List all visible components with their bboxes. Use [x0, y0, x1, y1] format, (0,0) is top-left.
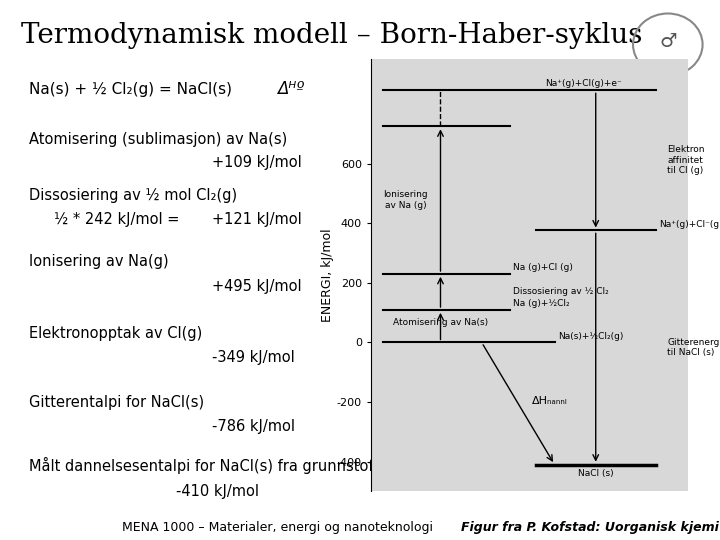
Text: Ionisering
av Na (g): Ionisering av Na (g): [383, 191, 428, 210]
Text: ♂: ♂: [659, 32, 677, 51]
Text: Gitterenergi
til NaCl (s): Gitterenergi til NaCl (s): [667, 338, 720, 357]
Text: -349 kJ/mol: -349 kJ/mol: [212, 350, 295, 365]
Text: Gitterentalpi for NaCl(s): Gitterentalpi for NaCl(s): [29, 395, 204, 410]
Text: Dissosiering av ½ Cl₂: Dissosiering av ½ Cl₂: [513, 287, 609, 296]
Text: Na (g)+Cl (g): Na (g)+Cl (g): [513, 264, 573, 272]
Y-axis label: ENERGI, kJ/mol: ENERGI, kJ/mol: [321, 228, 334, 322]
Text: Termodynamisk modell – Born-Haber-syklus: Termodynamisk modell – Born-Haber-syklus: [20, 22, 642, 49]
Text: MENA 1000 – Materialer, energi og nanoteknologi: MENA 1000 – Materialer, energi og nanote…: [122, 521, 433, 534]
Text: Na⁺(g)+Cl⁻(g): Na⁺(g)+Cl⁻(g): [659, 220, 720, 229]
Text: Figur fra P. Kofstad: Uorganisk kjemi: Figur fra P. Kofstad: Uorganisk kjemi: [462, 521, 719, 534]
Text: Na(s) + ½ Cl₂(g) = NaCl(s): Na(s) + ½ Cl₂(g) = NaCl(s): [29, 82, 232, 97]
Text: Na⁺(g)+Cl(g)+e⁻: Na⁺(g)+Cl(g)+e⁻: [545, 79, 622, 88]
Text: -410 kJ/mol: -410 kJ/mol: [176, 484, 259, 499]
Text: NaCl (s): NaCl (s): [578, 469, 613, 478]
Text: Dissosiering av ½ mol Cl₂(g): Dissosiering av ½ mol Cl₂(g): [29, 188, 237, 203]
Text: Atomisering (sublimasjon) av Na(s): Atomisering (sublimasjon) av Na(s): [29, 132, 287, 147]
Text: ½ * 242 kJ/mol =: ½ * 242 kJ/mol =: [54, 212, 179, 227]
Text: Δᴴº: Δᴴº: [277, 80, 305, 98]
Text: Ionisering av Na(g): Ionisering av Na(g): [29, 254, 168, 269]
Text: +109 kJ/mol: +109 kJ/mol: [212, 154, 302, 170]
Text: Na (g)+½Cl₂: Na (g)+½Cl₂: [513, 300, 570, 308]
Text: Na(s)+½Cl₂(g): Na(s)+½Cl₂(g): [558, 332, 623, 341]
Text: +121 kJ/mol: +121 kJ/mol: [212, 212, 302, 227]
Text: -786 kJ/mol: -786 kJ/mol: [212, 419, 295, 434]
Text: Målt dannelsesentalpi for NaCl(s) fra grunnstoffene: Målt dannelsesentalpi for NaCl(s) fra gr…: [29, 457, 406, 474]
Text: Elektron
affinitet
til Cl (g): Elektron affinitet til Cl (g): [667, 145, 704, 176]
Text: ΔHₙₐₙₙₗ: ΔHₙₐₙₙₗ: [532, 395, 568, 406]
Text: Atomisering av Na(s): Atomisering av Na(s): [393, 318, 488, 327]
Text: Elektronopptak av Cl(g): Elektronopptak av Cl(g): [29, 326, 202, 341]
Text: +495 kJ/mol: +495 kJ/mol: [212, 279, 302, 294]
